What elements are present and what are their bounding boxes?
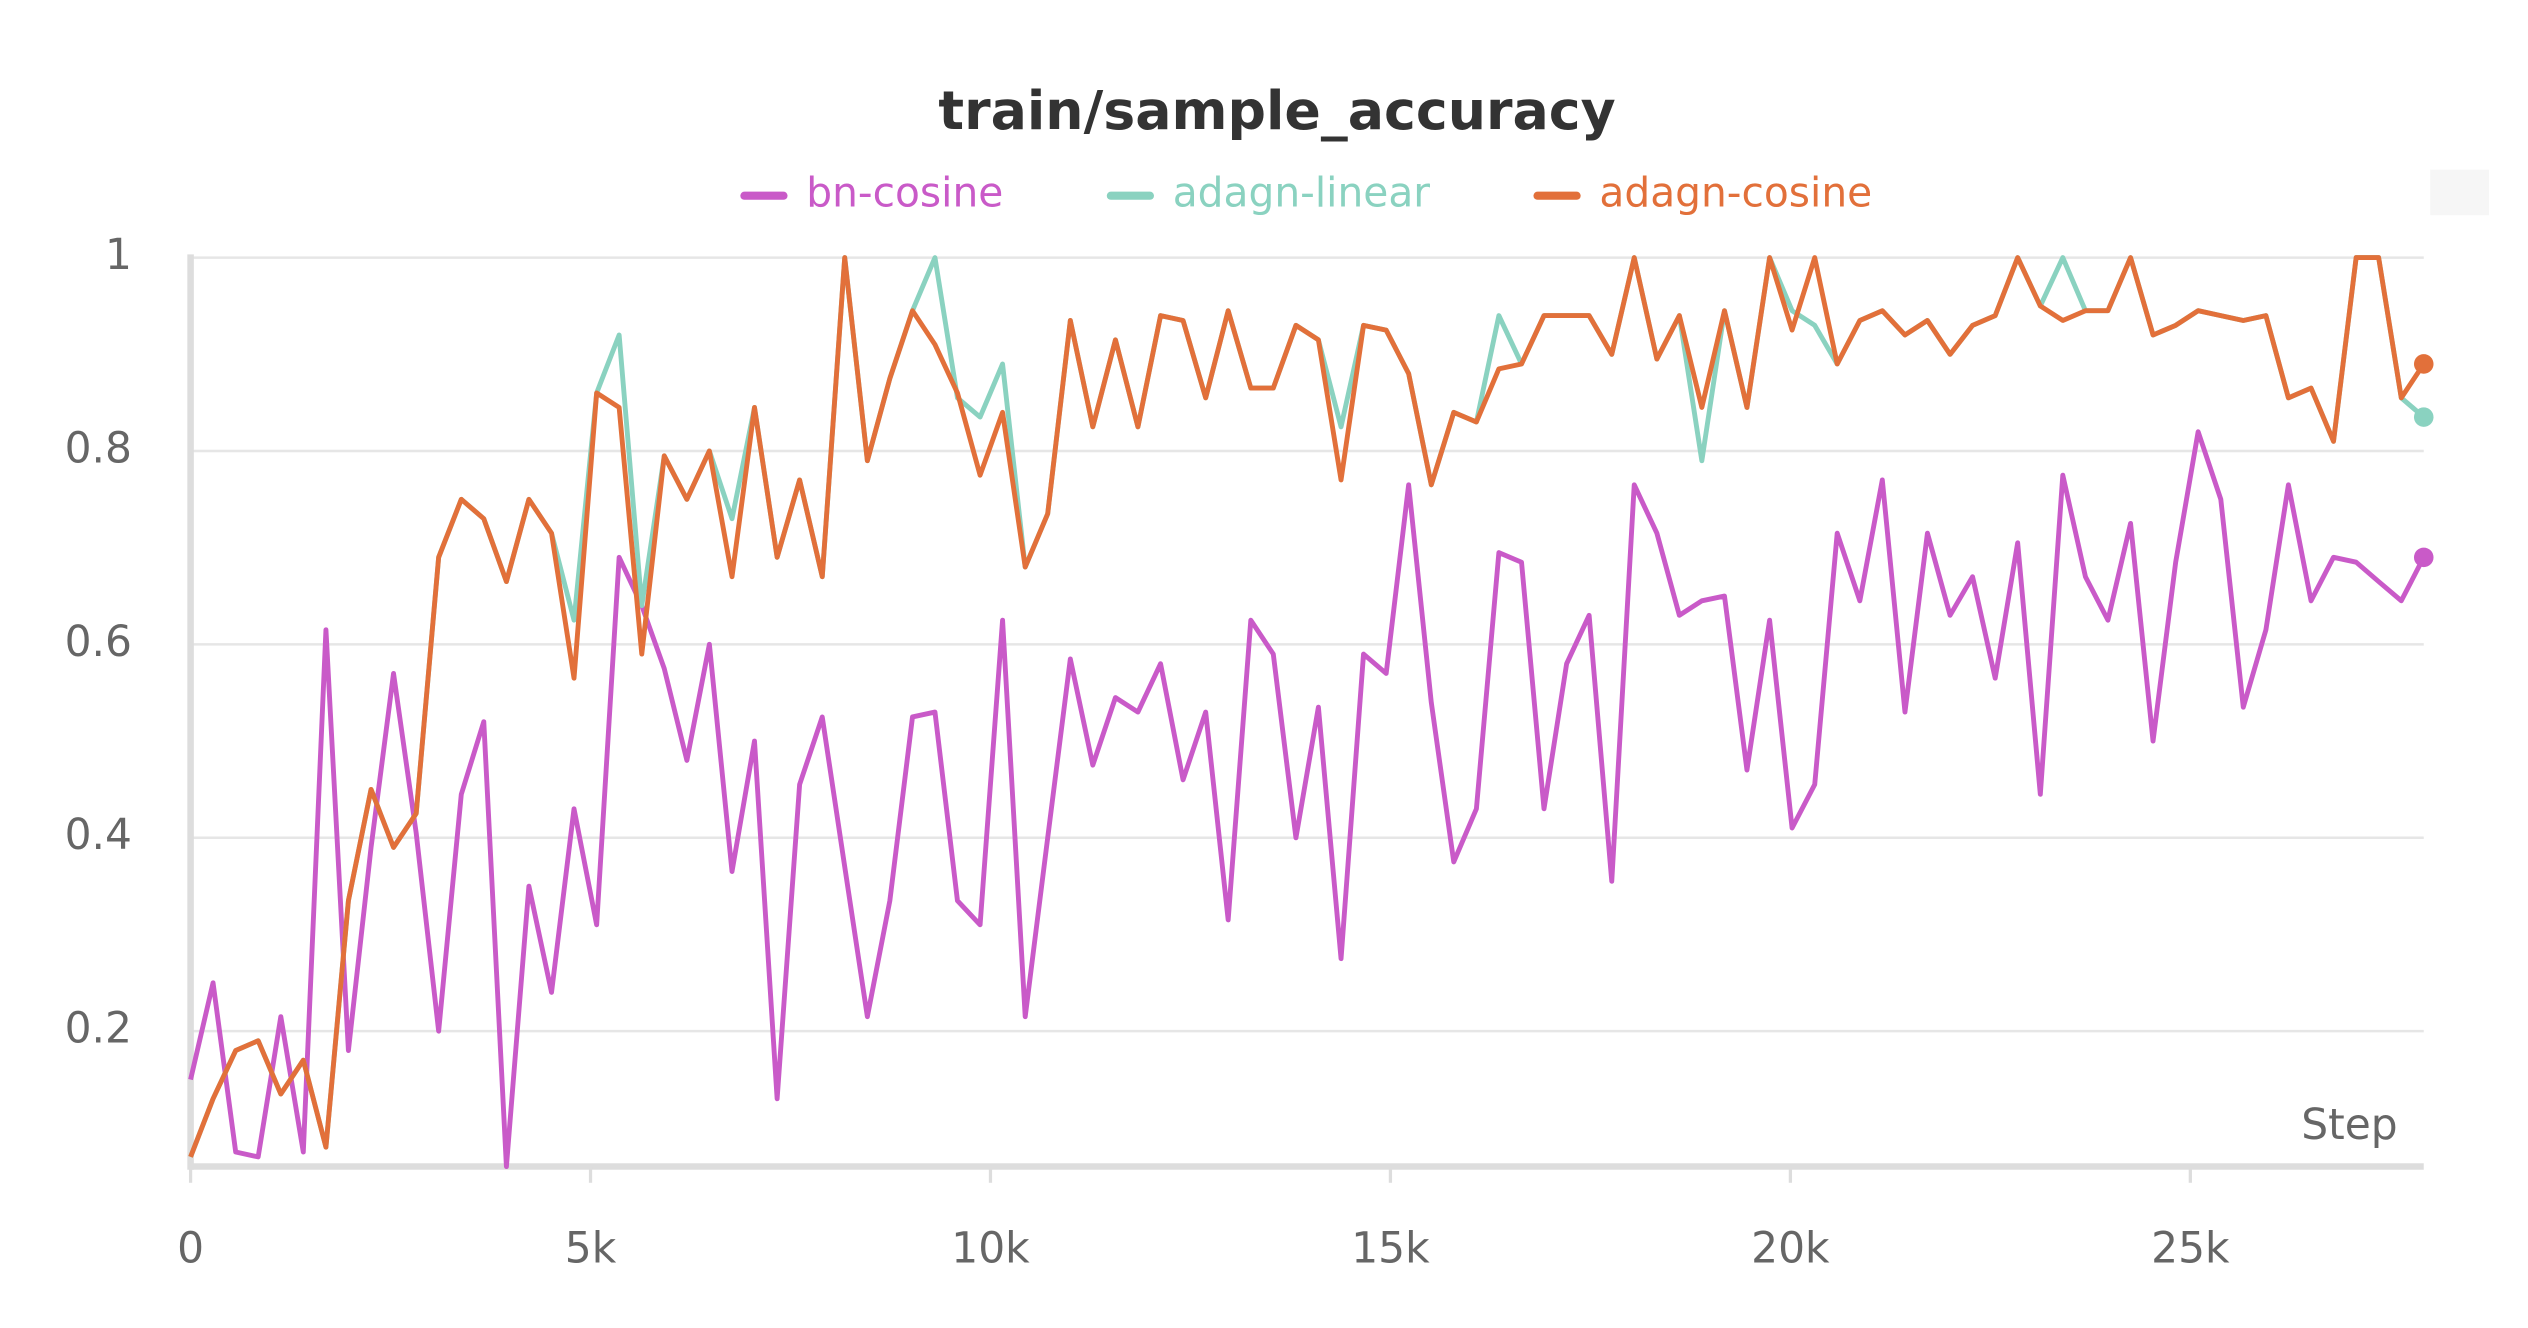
end-dot bbox=[2413, 547, 2434, 568]
y-tick-label: 0.4 bbox=[65, 810, 132, 859]
chart-title: train/sample_accuracy bbox=[938, 79, 1615, 142]
series-line bbox=[188, 429, 2426, 1169]
x-tick-label: 0 bbox=[177, 1224, 204, 1273]
y-tick-label: 0.6 bbox=[65, 617, 132, 666]
y-tick-label: 1 bbox=[105, 230, 132, 279]
legend-label: adagn-linear bbox=[1173, 169, 1431, 217]
x-tick-label: 25k bbox=[2151, 1224, 2230, 1273]
x-tick-label: 5k bbox=[565, 1224, 617, 1273]
y-tick-label: 0.2 bbox=[65, 1004, 132, 1053]
end-dot bbox=[2413, 354, 2434, 374]
x-tick-label: 10k bbox=[951, 1224, 1030, 1273]
legend-label: bn-cosine bbox=[806, 169, 1003, 217]
legend-label: adagn-cosine bbox=[1599, 169, 1872, 217]
series-line bbox=[188, 255, 2426, 1158]
x-tick-label: 15k bbox=[1351, 1224, 1430, 1273]
x-tick-label: 20k bbox=[1751, 1224, 1830, 1273]
series-line bbox=[188, 255, 2426, 1158]
panel-button bbox=[2430, 169, 2489, 216]
end-dot bbox=[2413, 407, 2434, 427]
y-tick-label: 0.8 bbox=[65, 423, 132, 472]
x-axis-label: Step bbox=[2301, 1100, 2397, 1149]
